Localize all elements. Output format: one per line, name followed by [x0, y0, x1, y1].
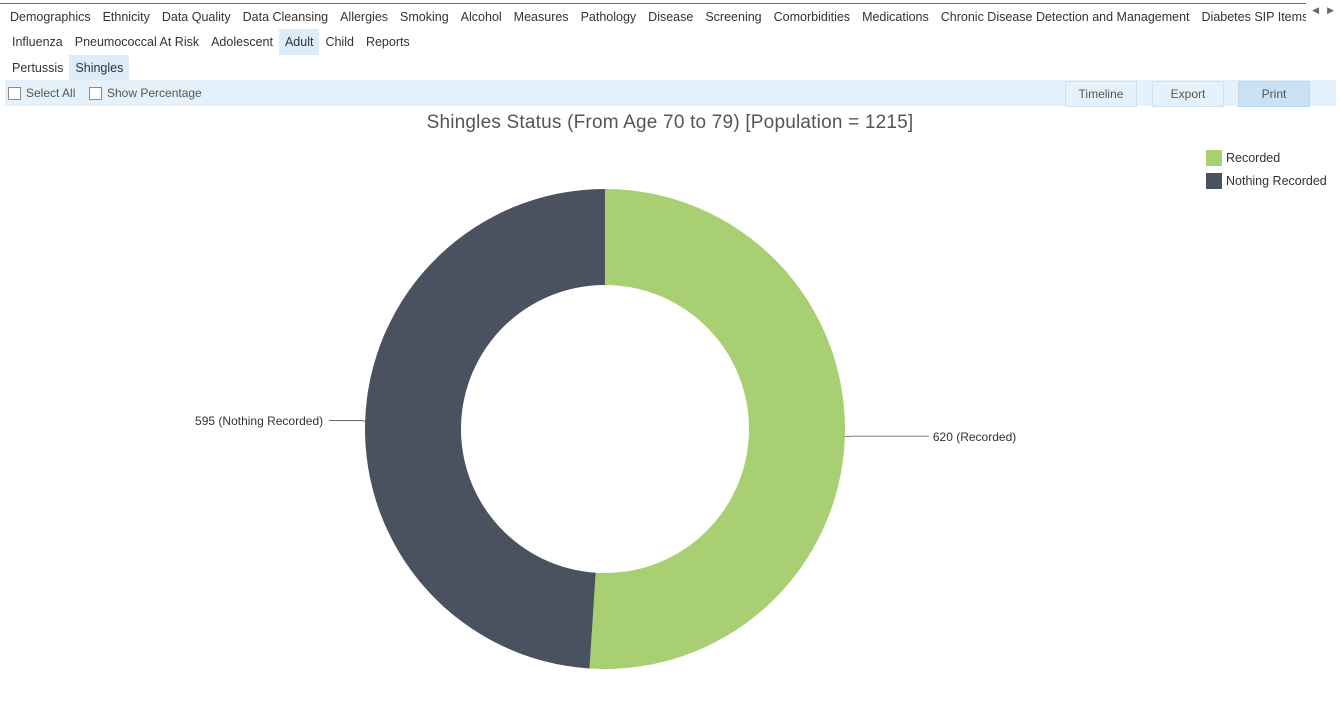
tab-screening[interactable]: Screening — [705, 10, 762, 24]
tab-child[interactable]: Child — [325, 35, 354, 49]
tab-alcohol[interactable]: Alcohol — [460, 10, 502, 24]
tab-medications[interactable]: Medications — [862, 10, 929, 24]
report-tabs: Pertussis Shingles — [0, 55, 1340, 81]
print-button[interactable]: Print — [1238, 81, 1310, 107]
tab-disease[interactable]: Disease — [648, 10, 694, 24]
tab-data-quality[interactable]: Data Quality — [161, 10, 231, 24]
tab-measures[interactable]: Measures — [513, 10, 569, 24]
tab-allergies[interactable]: Allergies — [340, 10, 389, 24]
tab-adolescent[interactable]: Adolescent — [211, 35, 273, 49]
tab-comorbidities[interactable]: Comorbidities — [773, 10, 851, 24]
tab-reports[interactable]: Reports — [365, 35, 410, 49]
tab-pneumococcal-at-risk[interactable]: Pneumococcal At Risk — [74, 35, 200, 49]
slice-recorded[interactable] — [589, 189, 846, 669]
show-percentage-checkbox[interactable]: Show Percentage — [89, 86, 202, 100]
export-button[interactable]: Export — [1152, 81, 1224, 107]
module-tabs: Demographics Ethnicity Data Quality Data Cl… — [0, 3, 1306, 30]
tab-ethnicity[interactable]: Ethnicity — [102, 10, 150, 24]
submodule-tabs: Influenza Pneumococcal At Risk Adolescent A… — [0, 29, 1340, 55]
tab-smoking[interactable]: Smoking — [400, 10, 449, 24]
scroll-right-icon[interactable]: ▶ — [1327, 5, 1334, 15]
legend-label-nothing-recorded: Nothing Recorded — [1226, 173, 1327, 188]
chart-legend: Recorded Nothing Recorded — [1206, 146, 1327, 192]
checkbox-box[interactable] — [89, 86, 102, 100]
data-label-recorded: 620 (Recorded) — [933, 430, 1016, 444]
select-all-checkbox[interactable]: Select All — [8, 86, 75, 100]
tab-chronic-disease-detection-and-management[interactable]: Chronic Disease Detection and Management — [940, 10, 1190, 24]
scroll-left-icon[interactable]: ◀ — [1312, 5, 1320, 15]
tab-scroll-controls: ◀ ▶ — [1312, 5, 1334, 16]
tab-influenza[interactable]: Influenza — [12, 35, 63, 49]
tab-pathology[interactable]: Pathology — [580, 10, 637, 24]
tab-diabetes-sip-items[interactable]: Diabetes SIP Items — [1201, 10, 1306, 24]
tab-adult[interactable]: Adult — [278, 29, 320, 55]
tab-data-cleansing[interactable]: Data Cleansing — [242, 10, 329, 24]
timeline-button[interactable]: Timeline — [1065, 81, 1137, 107]
leader-line-recorded — [844, 435, 929, 438]
leader-line-nothing-recorded — [329, 420, 366, 422]
legend-swatch-nothing-recorded — [1206, 172, 1222, 189]
legend-item-nothing-recorded[interactable]: Nothing Recorded — [1206, 169, 1327, 192]
tab-pertussis[interactable]: Pertussis — [12, 61, 64, 75]
slice-nothing-recorded[interactable] — [365, 189, 605, 669]
legend-label-recorded: Recorded — [1226, 150, 1281, 165]
legend-item-recorded[interactable]: Recorded — [1206, 146, 1327, 169]
tab-demographics[interactable]: Demographics — [10, 10, 91, 24]
tab-shingles[interactable]: Shingles — [69, 55, 130, 81]
data-label-nothing-recorded: 595 (Nothing Recorded) — [195, 414, 323, 428]
chart-title: Shingles Status (From Age 70 to 79) [Pop… — [426, 112, 914, 133]
legend-swatch-recorded — [1206, 149, 1222, 166]
select-all-label: Select All — [26, 86, 76, 100]
show-percentage-label: Show Percentage — [107, 86, 202, 100]
chart-toolbar: Select All Show Percentage Timeline Expo… — [5, 80, 1336, 107]
checkbox-box[interactable] — [8, 86, 21, 100]
